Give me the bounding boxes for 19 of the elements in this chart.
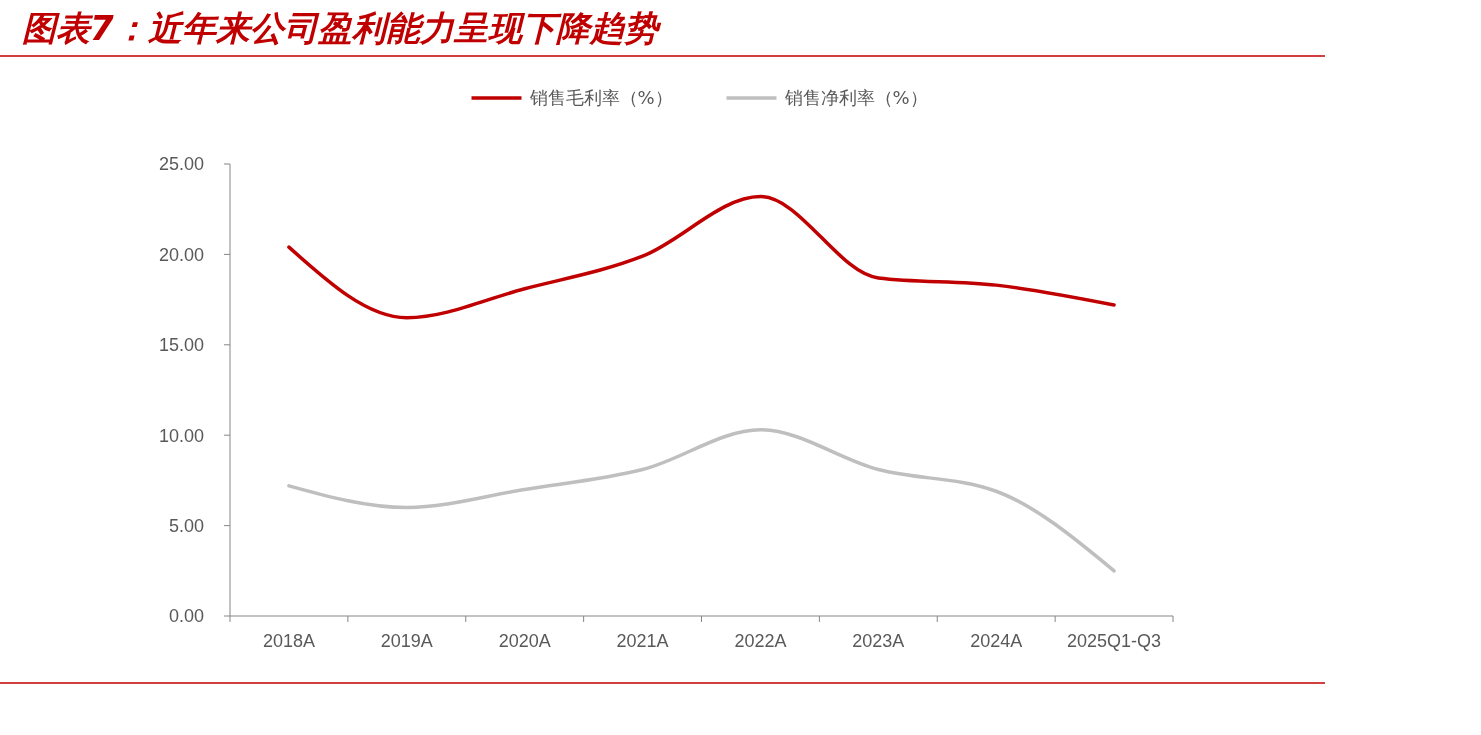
y-tick-label: 20.00	[158, 244, 204, 265]
legend-label: 销售毛利率（%）	[528, 87, 673, 109]
x-tick-label: 2025Q1-Q3	[1067, 631, 1162, 651]
x-tick-label: 2024A	[970, 631, 1023, 651]
y-tick-label: 5.00	[168, 515, 204, 536]
x-tick-label: 2019A	[380, 631, 433, 651]
y-tick-label: 0.00	[168, 606, 204, 627]
x-tick-label: 2022A	[734, 631, 787, 651]
x-tick-label: 2021A	[616, 631, 669, 651]
chart-title: 图表7：近年来公司盈利能力呈现下降趋势	[22, 8, 662, 48]
y-tick-label: 15.00	[158, 335, 204, 356]
line-series	[287, 428, 1116, 573]
x-tick-label: 2018A	[262, 631, 315, 651]
legend-label: 销售净利率（%）	[783, 87, 928, 109]
y-tick-label: 10.00	[158, 425, 204, 446]
y-tick-label: 25.00	[158, 154, 204, 175]
x-tick-label: 2023A	[852, 631, 905, 651]
line-series	[287, 194, 1116, 320]
x-tick-label: 2020A	[498, 631, 551, 651]
